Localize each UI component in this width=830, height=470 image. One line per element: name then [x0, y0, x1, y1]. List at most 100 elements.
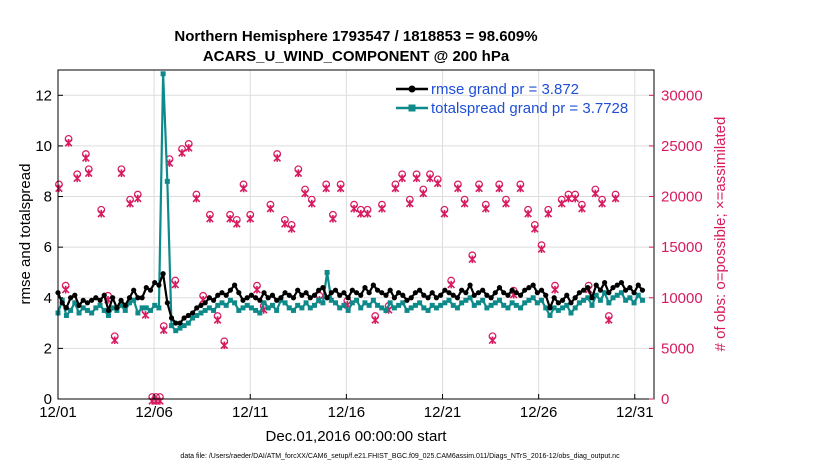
totalspread-point — [501, 302, 507, 308]
x-tick-label: 12/31 — [616, 404, 654, 421]
obs-assimilated-marker — [419, 189, 428, 198]
totalspread-point — [135, 310, 141, 316]
grid-lines — [57, 70, 654, 400]
totalspread-point — [623, 297, 629, 303]
totalspread-point — [282, 300, 288, 306]
rmse-point — [219, 290, 225, 296]
obs-assimilated-marker — [220, 341, 229, 350]
rmse-point — [236, 290, 242, 296]
totalspread-point — [274, 307, 280, 313]
legend-spread-label: totalspread grand pr = 3.7728 — [431, 100, 628, 117]
legend-rmse-label: rmse grand pr = 3.872 — [431, 81, 579, 98]
obs-assimilated-marker — [184, 144, 193, 152]
totalspread-point — [446, 297, 452, 303]
totalspread-point — [173, 328, 179, 334]
rmse-point — [332, 287, 339, 293]
rmse-point — [253, 295, 259, 301]
y-left-axis-ticks: 0 2 4 6 8 10 12 — [35, 87, 63, 408]
x-tick-label: 12/21 — [424, 404, 462, 421]
rmse-point — [442, 287, 448, 293]
obs-assimilated-marker — [378, 204, 386, 213]
rmse-point — [223, 292, 229, 298]
y-left-tick-label: 2 — [44, 340, 52, 357]
obs-assimilated-marker — [591, 189, 600, 198]
totalspread-point — [148, 307, 154, 313]
totalspread-point — [164, 178, 170, 184]
totalspread-point — [564, 302, 570, 308]
obs-assimilated-marker — [253, 285, 261, 294]
rmse-point — [274, 297, 280, 303]
rmse-point — [568, 300, 574, 306]
totalspread-point — [425, 307, 431, 313]
totalspread-point — [253, 307, 259, 313]
totalspread-point — [303, 300, 309, 306]
legend: rmse grand pr = 3.872 totalspread grand … — [396, 81, 628, 117]
obs-assimilated-marker — [239, 184, 248, 193]
rmse-point — [248, 292, 255, 298]
totalspread-point — [93, 305, 99, 311]
y-left-tick-label: 10 — [35, 138, 52, 155]
totalspread-point — [370, 297, 376, 303]
rmse-point — [585, 285, 591, 291]
totalspread-point — [160, 71, 166, 77]
totalspread-point — [450, 302, 456, 308]
rmse-point — [118, 297, 124, 303]
rmse-point — [572, 295, 578, 301]
obs-assimilated-marker — [73, 174, 82, 183]
totalspread-point — [467, 295, 473, 301]
rmse-point — [450, 292, 456, 298]
y-left-tick-label: 4 — [44, 290, 52, 307]
obs-assimilated-marker — [537, 245, 546, 254]
totalspread-point — [105, 312, 111, 318]
totalspread-point — [576, 300, 582, 306]
obs-assimilated-marker — [329, 214, 337, 223]
totalspread-point — [568, 310, 574, 316]
totalspread-point — [265, 305, 271, 311]
totalspread-point — [177, 325, 183, 331]
rmse-point — [307, 295, 313, 301]
obs-assimilated-marker — [192, 194, 201, 203]
y-right-tick-label: 15000 — [661, 239, 703, 256]
obs-assimilated-marker — [426, 174, 434, 183]
totalspread-point — [412, 302, 418, 308]
x-tick-label: 12/01 — [39, 404, 77, 421]
rmse-point — [139, 295, 145, 301]
obs-assimilated-marker — [611, 194, 620, 203]
totalspread-point — [530, 295, 536, 301]
obs-assimilated-marker — [604, 316, 613, 324]
obs-assimilated-marker — [433, 179, 442, 188]
rmse-point — [433, 295, 440, 301]
totalspread-point — [358, 305, 364, 311]
rmse-point — [467, 282, 473, 288]
obs-assimilated-marker — [557, 199, 566, 208]
totalspread-point — [248, 305, 254, 311]
totalspread-point — [333, 300, 339, 306]
totalspread-point — [131, 297, 137, 303]
obs-assimilated-marker — [502, 199, 510, 208]
obs-assimilated-marker — [213, 316, 222, 324]
rmse-point — [160, 271, 166, 277]
totalspread-point — [396, 302, 402, 308]
totalspread-point — [383, 307, 389, 313]
rmse-point — [618, 279, 625, 286]
obs-assimilated-marker — [266, 204, 275, 213]
rmse-point — [517, 292, 524, 298]
rmse-point — [484, 292, 490, 298]
obs-assimilated-marker — [405, 199, 414, 208]
rmse-point — [576, 290, 582, 296]
totalspread-point — [539, 297, 545, 303]
rmse-point — [412, 290, 419, 296]
obs-assimilated-marker — [551, 285, 559, 294]
totalspread-point — [202, 307, 208, 313]
totalspread-point — [379, 305, 385, 311]
totalspread-point — [227, 297, 233, 303]
totalspread-point — [442, 300, 448, 306]
totalspread-point — [429, 302, 435, 308]
rmse-point — [299, 292, 305, 298]
rmse-point — [459, 287, 465, 293]
rmse-point — [610, 285, 616, 291]
totalspread-point — [589, 302, 595, 308]
rmse-point — [68, 295, 74, 301]
rmse-point — [303, 290, 309, 296]
rmse-point — [131, 287, 137, 293]
